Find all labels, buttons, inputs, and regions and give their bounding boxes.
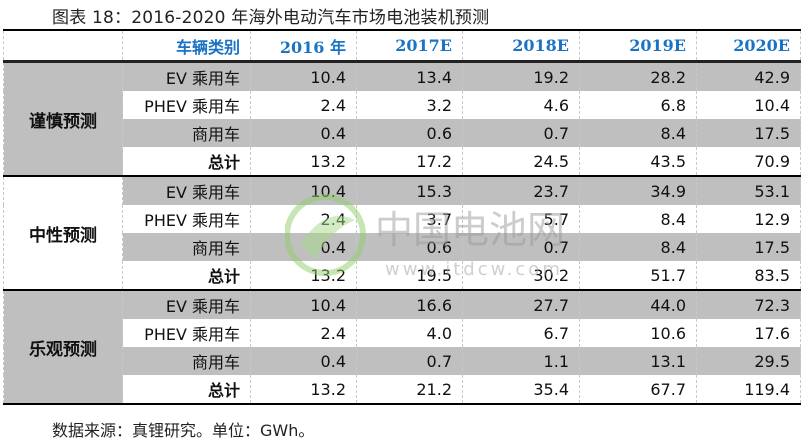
- header-category: 车辆类别: [122, 30, 251, 62]
- cell: 6.7: [462, 319, 580, 347]
- cell: 2.4: [250, 91, 357, 119]
- cell: 42.9: [696, 61, 801, 91]
- table-row: PHEV 乘用车 2.4 4.0 6.7 10.6 17.6: [3, 319, 801, 347]
- row-category: EV 乘用车: [122, 61, 251, 91]
- header-2020e: 2020E: [696, 30, 801, 62]
- table-row: 中性预测 EV 乘用车 10.4 15.3 23.7 34.9 53.1: [3, 176, 801, 291]
- cell: 67.7: [579, 375, 697, 404]
- cell: 12.9: [696, 205, 801, 233]
- cell: 0.4: [250, 119, 357, 147]
- row-category: 商用车: [122, 119, 251, 147]
- cell: 2.4: [250, 205, 357, 233]
- cell: 19.2: [462, 61, 580, 91]
- cell: 2.4: [250, 319, 357, 347]
- cell: 34.9: [579, 176, 697, 205]
- cell: 10.4: [250, 290, 357, 319]
- cell: 8.4: [579, 205, 697, 233]
- cell: 13.2: [250, 147, 357, 176]
- cell: 28.2: [579, 61, 697, 91]
- cell: 13.2: [250, 375, 357, 404]
- table-row: 乐观预测 EV 乘用车 10.4 16.6 27.7 44.0 72.3: [3, 290, 801, 405]
- table-row: PHEV 乘用车 2.4 3.7 5.7 8.4 12.9: [3, 205, 801, 233]
- cell: 30.2: [462, 261, 580, 290]
- cell: 13.2: [250, 261, 357, 290]
- cell: 23.7: [462, 176, 580, 205]
- row-category: 总计: [122, 261, 251, 290]
- cell: 3.7: [356, 205, 463, 233]
- header-2019e: 2019E: [579, 30, 697, 62]
- header-2018e: 2018E: [462, 30, 580, 62]
- cell: 5.7: [462, 205, 580, 233]
- cell: 0.6: [356, 233, 463, 261]
- figure-title: 图表 18：2016-2020 年海外电动汽车市场电池装机预测: [52, 8, 490, 28]
- cell: 21.2: [356, 375, 463, 404]
- cell: 72.3: [696, 290, 801, 319]
- cell: 4.6: [462, 91, 580, 119]
- header-2017e: 2017E: [356, 30, 463, 62]
- cell: 8.4: [579, 119, 697, 147]
- source-note: 数据来源：真锂研究。单位：GWh。: [52, 421, 315, 440]
- row-category: PHEV 乘用车: [122, 91, 251, 119]
- table-row: 商用车 0.4 0.6 0.7 8.4 17.5: [3, 119, 801, 147]
- cell: 0.6: [356, 119, 463, 147]
- total-row: 总计 13.2 17.2 24.5 43.5 70.9: [3, 147, 801, 176]
- battery-forecast-table: 车辆类别 2016 年 2017E 2018E 2019E 2020E 谨慎预测…: [3, 29, 801, 405]
- cell: 53.1: [696, 176, 801, 205]
- group-label-neutral: 中性预测: [3, 176, 123, 291]
- cell: 70.9: [696, 147, 801, 176]
- cell: 17.5: [696, 233, 801, 261]
- header-2016: 2016 年: [250, 30, 357, 62]
- cell: 10.4: [250, 176, 357, 205]
- cell: 24.5: [462, 147, 580, 176]
- cell: 1.1: [462, 347, 580, 375]
- cell: 13.4: [356, 61, 463, 91]
- cell: 83.5: [696, 261, 801, 290]
- group-label-cautious: 谨慎预测: [3, 61, 123, 177]
- cell: 3.2: [356, 91, 463, 119]
- row-category: PHEV 乘用车: [122, 205, 251, 233]
- cell: 17.5: [696, 119, 801, 147]
- cell: 19.5: [356, 261, 463, 290]
- cell: 51.7: [579, 261, 697, 290]
- cell: 0.7: [462, 233, 580, 261]
- cell: 43.5: [579, 147, 697, 176]
- table-row: PHEV 乘用车 2.4 3.2 4.6 6.8 10.4: [3, 91, 801, 119]
- header-empty: [3, 30, 123, 62]
- cell: 10.6: [579, 319, 697, 347]
- row-category: 总计: [122, 375, 251, 404]
- table-row: 商用车 0.4 0.6 0.7 8.4 17.5: [3, 233, 801, 261]
- table-row: 商用车 0.4 0.7 1.1 13.1 29.5: [3, 347, 801, 375]
- cell: 119.4: [696, 375, 801, 404]
- cell: 27.7: [462, 290, 580, 319]
- row-category: EV 乘用车: [122, 290, 251, 319]
- cell: 0.7: [462, 119, 580, 147]
- cell: 10.4: [250, 61, 357, 91]
- cell: 17.6: [696, 319, 801, 347]
- total-row: 总计 13.2 19.5 30.2 51.7 83.5: [3, 261, 801, 290]
- total-row: 总计 13.2 21.2 35.4 67.7 119.4: [3, 375, 801, 404]
- cell: 8.4: [579, 233, 697, 261]
- cell: 6.8: [579, 91, 697, 119]
- cell: 10.4: [696, 91, 801, 119]
- cell: 4.0: [356, 319, 463, 347]
- cell: 0.4: [250, 347, 357, 375]
- row-category: 商用车: [122, 233, 251, 261]
- group-label-optimistic: 乐观预测: [3, 290, 123, 405]
- cell: 35.4: [462, 375, 580, 404]
- header-row: 车辆类别 2016 年 2017E 2018E 2019E 2020E: [3, 30, 801, 62]
- row-category: EV 乘用车: [122, 176, 251, 205]
- cell: 15.3: [356, 176, 463, 205]
- row-category: 商用车: [122, 347, 251, 375]
- table-row: 谨慎预测 EV 乘用车 10.4 13.4 19.2 28.2 42.9: [3, 61, 801, 177]
- cell: 16.6: [356, 290, 463, 319]
- cell: 44.0: [579, 290, 697, 319]
- cell: 29.5: [696, 347, 801, 375]
- cell: 13.1: [579, 347, 697, 375]
- cell: 0.7: [356, 347, 463, 375]
- cell: 0.4: [250, 233, 357, 261]
- row-category: 总计: [122, 147, 251, 176]
- cell: 17.2: [356, 147, 463, 176]
- row-category: PHEV 乘用车: [122, 319, 251, 347]
